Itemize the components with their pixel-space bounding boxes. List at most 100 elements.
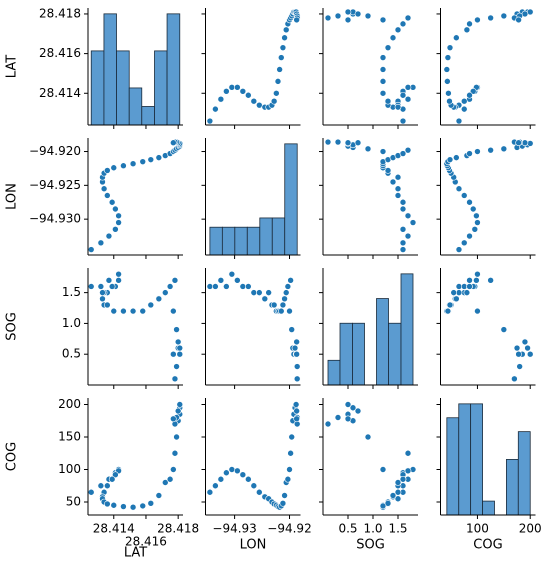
point [173, 326, 180, 333]
point [108, 283, 116, 290]
point [399, 91, 407, 99]
point [466, 283, 473, 290]
point [217, 277, 225, 284]
point [399, 239, 407, 247]
x-tick-label: 28.418 [157, 522, 199, 536]
x-tick-label: −94.92 [267, 522, 311, 536]
point [250, 482, 258, 490]
point [281, 492, 288, 499]
point [155, 295, 163, 303]
point [112, 226, 119, 233]
point [344, 8, 352, 16]
point [139, 502, 147, 510]
point [97, 239, 105, 247]
point [394, 26, 402, 34]
point [404, 146, 412, 154]
point [87, 283, 95, 290]
point [104, 301, 111, 309]
y-tick-label: −94.930 [29, 212, 81, 226]
y-tick-label: 0.5 [62, 347, 81, 361]
point [228, 84, 236, 91]
point [277, 307, 285, 315]
point [273, 89, 280, 97]
point [171, 277, 179, 284]
point [293, 363, 301, 370]
point [474, 219, 481, 226]
point [239, 471, 247, 479]
point [217, 95, 225, 103]
point [270, 301, 278, 309]
x-tick-label: −94.93 [212, 522, 256, 536]
x-axis-label: COG [473, 538, 502, 553]
point [173, 433, 180, 441]
point [389, 492, 397, 499]
point [404, 449, 412, 457]
point [453, 154, 460, 161]
point [274, 78, 282, 85]
point [115, 270, 122, 278]
point [466, 277, 473, 284]
point [293, 375, 301, 383]
point [399, 20, 407, 28]
y-tick-label: −94.920 [29, 144, 81, 158]
point [286, 466, 293, 473]
point [245, 91, 252, 99]
point [399, 246, 407, 253]
point [166, 475, 174, 483]
point [460, 192, 468, 199]
hist-bar [506, 459, 519, 516]
hist-bar [103, 13, 117, 126]
y-axis-label: LON [5, 183, 20, 210]
point [239, 283, 247, 290]
point [394, 192, 402, 199]
point [334, 414, 342, 421]
point [171, 449, 179, 457]
point [500, 145, 508, 153]
point [223, 469, 230, 477]
point [384, 44, 392, 51]
point [281, 295, 288, 303]
point [394, 185, 402, 193]
hist-bar [400, 273, 414, 386]
point [212, 482, 219, 490]
point [105, 232, 113, 240]
point [399, 205, 407, 213]
point [511, 375, 518, 383]
point [173, 363, 180, 370]
point [471, 226, 479, 233]
point [399, 198, 407, 206]
point [469, 205, 477, 213]
point [446, 44, 454, 51]
point [245, 475, 252, 483]
point [384, 167, 392, 174]
point [394, 479, 402, 486]
hist-bar [246, 226, 261, 256]
hist-bar [209, 226, 223, 256]
point [394, 173, 402, 181]
point [460, 239, 468, 247]
point [500, 326, 508, 333]
hist-bar [128, 87, 143, 126]
point [139, 307, 147, 315]
point [282, 289, 290, 296]
point [245, 283, 252, 290]
point [444, 307, 452, 315]
point [110, 307, 118, 315]
point [515, 350, 522, 358]
point [170, 307, 177, 315]
point [526, 350, 534, 358]
point [115, 212, 122, 220]
y-axis-label: LAT [5, 55, 20, 78]
point [176, 344, 184, 352]
point [256, 289, 263, 296]
hist-bar [482, 500, 495, 516]
point [120, 503, 127, 510]
point [110, 164, 118, 172]
point [524, 344, 531, 352]
point [455, 185, 463, 193]
point [379, 89, 387, 97]
point [466, 150, 473, 157]
x-axis-label: LON [240, 538, 267, 553]
x-tick-label: 1.0 [363, 522, 382, 536]
